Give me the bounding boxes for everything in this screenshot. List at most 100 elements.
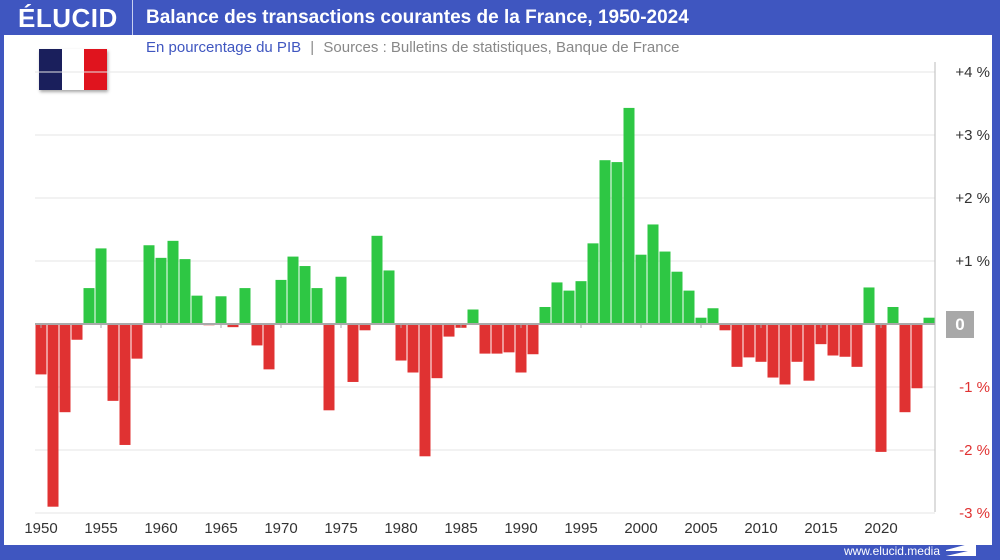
- bar-2004: [683, 290, 695, 324]
- flag-stripe-red: [84, 49, 108, 90]
- bar-1978: [371, 235, 383, 324]
- bar-2024: [923, 317, 935, 324]
- bar-1999: [623, 107, 635, 324]
- bar-1956: [107, 324, 119, 401]
- y-tick-label: +1 %: [955, 253, 990, 270]
- bar-1980: [395, 324, 407, 361]
- x-tick-label: 1960: [144, 520, 177, 537]
- y-tick-label: +2 %: [955, 190, 990, 207]
- y-tick-label: +3 %: [955, 127, 990, 144]
- bar-1958: [131, 324, 143, 359]
- bar-1990: [515, 324, 527, 373]
- bar-1969: [263, 324, 275, 370]
- x-tick-label: 2015: [804, 520, 837, 537]
- unit-label: En pourcentage du PIB: [146, 39, 302, 56]
- bar-1979: [383, 270, 395, 324]
- bar-2011: [767, 324, 779, 378]
- bar-1998: [611, 162, 623, 324]
- sources-label: Sources : Bulletins de statistiques, Ban…: [323, 39, 680, 56]
- bar-1975: [335, 276, 347, 324]
- flag-stripe-white: [61, 49, 85, 90]
- bar-1995: [575, 281, 587, 324]
- y-tick-label: 0: [955, 315, 964, 334]
- bar-1984: [443, 324, 455, 337]
- bar-1989: [503, 324, 515, 353]
- bar-2005: [695, 317, 707, 324]
- bar-1955: [95, 248, 107, 324]
- bar-1974: [323, 324, 335, 411]
- bar-2006: [707, 308, 719, 324]
- bar-1991: [527, 324, 539, 355]
- bar-1965: [215, 296, 227, 324]
- bar-2008: [731, 324, 743, 367]
- x-tick-label: 1950: [24, 520, 57, 537]
- y-tick-label: -2 %: [959, 442, 990, 459]
- header: ÉLUCID Balance des transactions courante…: [0, 0, 1000, 35]
- bar-1971: [287, 256, 299, 324]
- bar-2009: [743, 324, 755, 358]
- x-tick-label: 1970: [264, 520, 297, 537]
- bar-1966: [227, 324, 239, 328]
- bar-2003: [671, 271, 683, 324]
- bar-2022: [899, 324, 911, 413]
- x-tick-label: 2020: [864, 520, 897, 537]
- bar-2021: [887, 306, 899, 324]
- bar-1992: [539, 306, 551, 324]
- bar-2010: [755, 324, 767, 362]
- x-tick-label: 2010: [744, 520, 777, 537]
- chart-title: Balance des transactions courantes de la…: [146, 7, 689, 28]
- bar-2014: [803, 324, 815, 381]
- bar-1996: [587, 243, 599, 324]
- bar-1983: [431, 324, 443, 379]
- x-tick-label: 1995: [564, 520, 597, 537]
- bar-1954: [83, 288, 95, 324]
- flag-stripe-blue: [39, 49, 62, 90]
- bar-2001: [647, 224, 659, 324]
- bar-1959: [143, 245, 155, 324]
- bar-1976: [347, 324, 359, 382]
- x-tick-label: 1955: [84, 520, 117, 537]
- x-tick-label: 2000: [624, 520, 657, 537]
- bar-2007: [719, 324, 731, 331]
- x-tick-label: 1965: [204, 520, 237, 537]
- subtitle: En pourcentage du PIB | Sources : Bullet…: [146, 39, 679, 56]
- bar-1963: [191, 295, 203, 324]
- bar-2012: [779, 324, 791, 385]
- bar-1982: [419, 324, 431, 457]
- bar-1987: [479, 324, 491, 354]
- bar-1972: [299, 266, 311, 324]
- bar-1973: [311, 288, 323, 324]
- bar-1977: [359, 324, 371, 331]
- bar-2013: [791, 324, 803, 362]
- bar-1997: [599, 160, 611, 324]
- bar-1967: [239, 288, 251, 324]
- bar-2017: [839, 324, 851, 357]
- bar-2016: [827, 324, 839, 356]
- bar-2015: [815, 324, 827, 345]
- bar-1951: [47, 324, 59, 507]
- bar-2018: [851, 324, 863, 367]
- bar-2023: [911, 324, 923, 389]
- bar-1961: [167, 240, 179, 324]
- footer-url[interactable]: www.elucid.media: [843, 544, 940, 558]
- y-tick-label: -3 %: [959, 505, 990, 522]
- bar-1988: [491, 324, 503, 354]
- bar-2002: [659, 251, 671, 324]
- x-tick-label: 2005: [684, 520, 717, 537]
- y-tick-label: +4 %: [955, 64, 990, 81]
- bar-2000: [635, 254, 647, 324]
- bar-1952: [59, 324, 71, 413]
- bar-2020: [875, 324, 887, 452]
- bar-1968: [251, 324, 263, 346]
- france-flag-icon: [39, 49, 108, 90]
- bar-1950: [35, 324, 47, 375]
- bar-2019: [863, 287, 875, 324]
- header-divider: [132, 0, 133, 35]
- x-tick-label: 1975: [324, 520, 357, 537]
- x-tick-label: 1985: [444, 520, 477, 537]
- bar-1993: [551, 282, 563, 324]
- subtitle-separator: |: [310, 39, 315, 56]
- x-tick-label: 1980: [384, 520, 417, 537]
- bar-1970: [275, 279, 287, 324]
